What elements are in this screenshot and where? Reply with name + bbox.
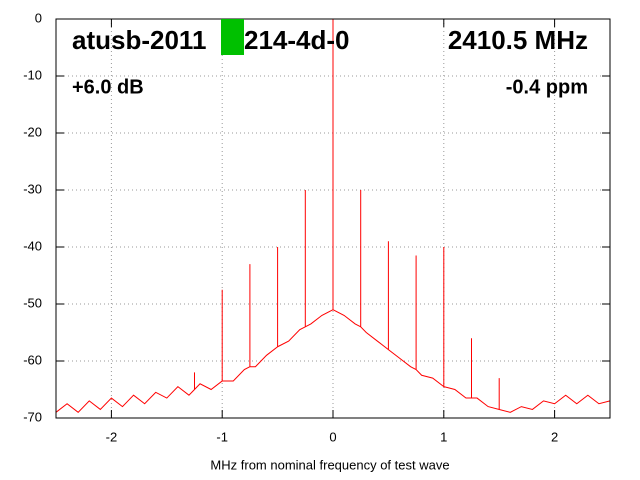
y-tick-label: -40	[23, 238, 42, 253]
marker-box	[221, 19, 244, 55]
y-tick-label: -10	[23, 67, 42, 82]
x-axis-label: MHz from nominal frequency of test wave	[210, 457, 449, 472]
device-name-a: atusb-2011	[72, 25, 206, 55]
plot-frame	[55, 18, 611, 419]
x-tick-label: -1	[216, 429, 228, 444]
x-tick-label: 2	[551, 429, 558, 444]
y-tick-label: -60	[23, 352, 42, 367]
ppm: -0.4 ppm	[506, 76, 588, 98]
y-tick-label: -20	[23, 124, 42, 139]
gain: +6.0 dB	[72, 76, 144, 98]
frequency: 2410.5 MHz	[448, 25, 588, 55]
spectrum-line	[55, 19, 611, 413]
y-tick-label: -70	[23, 409, 42, 424]
x-tick-label: -2	[106, 429, 118, 444]
x-tick-label: 1	[440, 429, 447, 444]
y-tick-label: -50	[23, 295, 42, 310]
y-tick-label: 0	[35, 10, 42, 25]
y-tick-label: -30	[23, 181, 42, 196]
device-name-b: 214-4d-0	[244, 25, 350, 55]
x-tick-label: 0	[329, 429, 336, 444]
